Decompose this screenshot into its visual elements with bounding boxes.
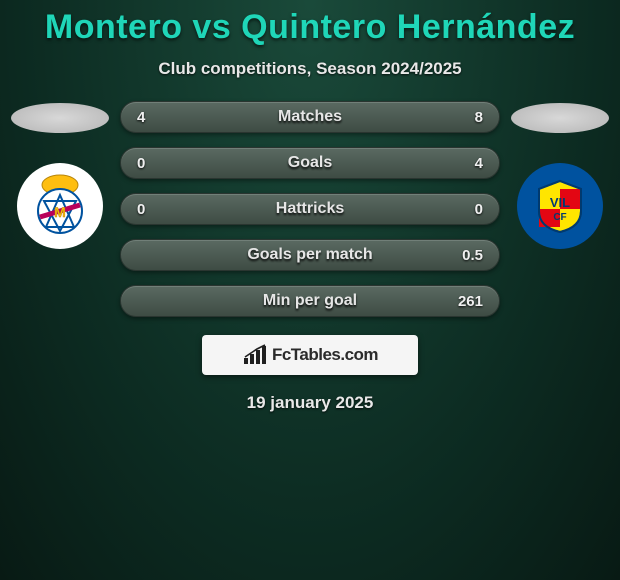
stat-label: Goals xyxy=(288,154,332,172)
stat-label: Matches xyxy=(278,108,342,126)
comparison-title: Montero vs Quintero Hernández xyxy=(0,8,620,47)
stat-right-value: 261 xyxy=(449,293,483,310)
player-right-photo xyxy=(511,103,609,133)
branding-badge: FcTables.com xyxy=(202,335,418,375)
snapshot-date: 19 january 2025 xyxy=(0,393,620,413)
real-madrid-crest-icon: M xyxy=(30,171,90,241)
stat-row: 4 Matches 8 xyxy=(120,101,500,133)
stat-right-value: 4 xyxy=(449,155,483,172)
stat-row: Min per goal 261 xyxy=(120,285,500,317)
stat-right-value: 8 xyxy=(449,109,483,126)
stat-row: Goals per match 0.5 xyxy=(120,239,500,271)
stat-label: Goals per match xyxy=(247,246,372,264)
club-crest-left: M xyxy=(17,163,103,249)
stat-label: Hattricks xyxy=(276,200,344,218)
stat-left-value: 0 xyxy=(137,155,171,172)
player-left-photo xyxy=(11,103,109,133)
stat-row: 0 Goals 4 xyxy=(120,147,500,179)
player-left-column: M xyxy=(8,101,112,249)
fctables-logo-icon xyxy=(242,344,268,366)
stat-row: 0 Hattricks 0 xyxy=(120,193,500,225)
comparison-subtitle: Club competitions, Season 2024/2025 xyxy=(0,59,620,79)
stats-list: 4 Matches 8 0 Goals 4 0 Hattricks 0 Goal… xyxy=(112,101,508,317)
branding-text: FcTables.com xyxy=(272,345,378,365)
villarreal-crest-icon: VIL CF xyxy=(531,177,589,235)
svg-text:M: M xyxy=(54,204,66,220)
svg-text:CF: CF xyxy=(553,212,566,223)
svg-text:VIL: VIL xyxy=(550,195,570,210)
stat-label: Min per goal xyxy=(263,292,357,310)
stat-left-value: 0 xyxy=(137,201,171,218)
stat-right-value: 0.5 xyxy=(449,247,483,264)
comparison-body: M 4 Matches 8 0 Goals 4 0 Hattricks 0 xyxy=(0,101,620,317)
player-right-column: VIL CF xyxy=(508,101,612,249)
stat-left-value: 4 xyxy=(137,109,171,126)
stat-right-value: 0 xyxy=(449,201,483,218)
club-crest-right: VIL CF xyxy=(517,163,603,249)
